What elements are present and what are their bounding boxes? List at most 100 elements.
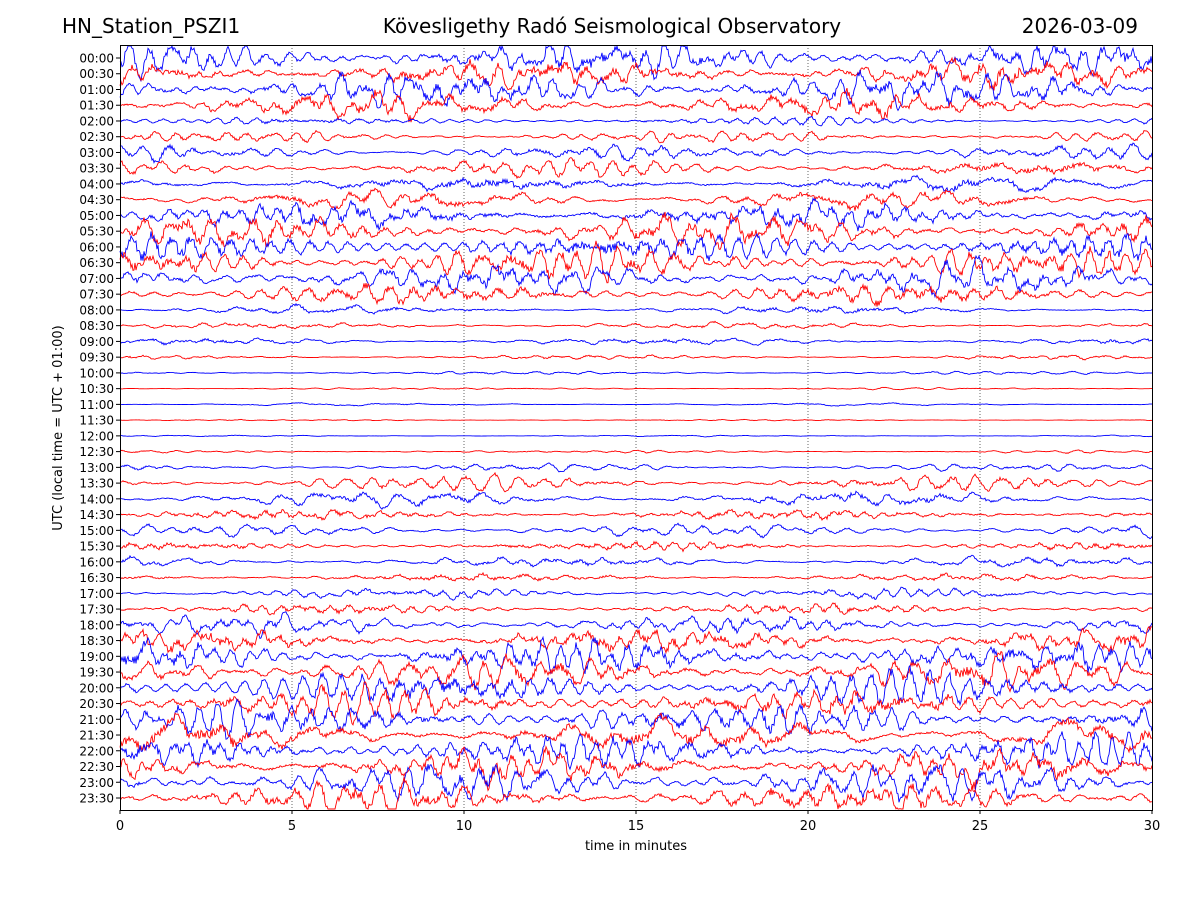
trace-1200	[119, 434, 1153, 438]
date-title: 2026-03-09	[1021, 14, 1138, 38]
trace-1500	[119, 522, 1153, 540]
y-tick-label: 12:30	[79, 445, 114, 459]
y-tick-label: 14:00	[79, 492, 114, 506]
trace-1530	[119, 540, 1153, 553]
y-tick-label: 19:00	[79, 650, 114, 664]
traces	[119, 44, 1153, 810]
y-tick-label: 04:00	[79, 177, 114, 191]
trace-1800	[119, 611, 1153, 640]
trace-0330	[119, 157, 1153, 180]
y-tick-label: 07:00	[79, 272, 114, 286]
y-tick-label: 22:00	[79, 744, 114, 758]
trace-2030	[119, 681, 1153, 726]
y-tick-label: 11:30	[79, 414, 114, 428]
trace-1830	[119, 625, 1153, 655]
y-tick-label: 20:00	[79, 681, 114, 695]
trace-0530	[119, 211, 1153, 251]
y-tick-label: 18:30	[79, 634, 114, 648]
y-tick-label: 16:30	[79, 571, 114, 585]
y-axis-label: UTC (local time = UTC + 01:00)	[51, 325, 66, 530]
trace-2100	[119, 697, 1153, 740]
trace-0200	[119, 115, 1153, 127]
y-tick-label: 09:00	[79, 335, 114, 349]
y-tick-label: 17:30	[79, 603, 114, 617]
y-tick-label: 06:00	[79, 240, 114, 254]
y-tick-label: 15:30	[79, 540, 114, 554]
y-tick-label: 05:30	[79, 225, 114, 239]
trace-1730	[119, 602, 1153, 616]
trace-0230	[119, 129, 1153, 144]
trace-0800	[120, 302, 1153, 315]
y-tick-label: 19:30	[79, 666, 114, 680]
trace-1000	[119, 370, 1153, 375]
trace-1230	[119, 449, 1153, 455]
trace-0630	[119, 240, 1153, 284]
y-tick-label: 17:00	[79, 587, 114, 601]
x-ticks: 0 5 10 15 20 25 30	[116, 810, 1160, 834]
y-tick-label: 08:30	[79, 319, 114, 333]
y-tick-label: 05:00	[79, 209, 114, 223]
y-tick-label: 06:30	[79, 256, 114, 270]
trace-1030	[119, 386, 1152, 391]
x-tick-label: 20	[800, 819, 817, 834]
y-tick-label: 01:00	[79, 83, 114, 97]
y-tick-label: 23:30	[79, 792, 114, 806]
y-tick-label: 21:30	[79, 729, 114, 743]
trace-2330	[120, 777, 1153, 810]
trace-1100	[120, 402, 1153, 407]
trace-1300	[119, 462, 1153, 473]
trace-0900	[119, 337, 1153, 347]
trace-1700	[119, 586, 1153, 601]
trace-0700	[119, 254, 1153, 299]
observatory-title: Kövesligethy Radó Seismological Observat…	[382, 14, 842, 38]
y-tick-label: 20:30	[79, 697, 114, 711]
y-tick-label: 07:30	[79, 288, 114, 302]
y-tick-label: 11:00	[79, 398, 114, 412]
trace-2200	[119, 730, 1153, 771]
y-tick-label: 18:00	[79, 618, 114, 632]
trace-1930	[119, 650, 1152, 693]
y-tick-label: 09:30	[79, 351, 114, 365]
trace-0130	[119, 87, 1153, 123]
plot-frame	[120, 45, 1153, 811]
x-tick-label: 15	[628, 819, 645, 834]
y-tick-label: 00:00	[79, 52, 114, 66]
trace-1900	[119, 635, 1153, 675]
trace-1330	[119, 471, 1153, 493]
y-tick-label: 13:30	[79, 477, 114, 491]
trace-1600	[120, 554, 1153, 568]
y-tick-label: 00:30	[79, 67, 114, 81]
trace-2300	[119, 763, 1153, 803]
y-tick-label: 13:00	[79, 461, 114, 475]
trace-1400	[119, 490, 1153, 510]
trace-0500	[119, 197, 1153, 232]
trace-0100	[119, 69, 1153, 112]
y-tick-label: 02:30	[79, 130, 114, 144]
x-tick-label: 0	[116, 819, 124, 834]
trace-2130	[119, 711, 1153, 754]
x-axis-label: time in minutes	[585, 839, 687, 854]
trace-1130	[119, 418, 1153, 422]
trace-1430	[119, 508, 1153, 521]
y-tick-label: 15:00	[79, 524, 114, 538]
trace-0830	[119, 320, 1153, 330]
trace-1630	[119, 571, 1153, 582]
trace-0600	[119, 231, 1153, 261]
x-tick-label: 30	[1144, 819, 1161, 834]
y-tick-label: 12:00	[79, 429, 114, 443]
trace-0430	[119, 187, 1153, 212]
y-tick-label: 16:00	[79, 555, 114, 569]
trace-2000	[119, 664, 1153, 707]
x-tick-label: 5	[288, 819, 296, 834]
trace-2230	[119, 745, 1153, 792]
trace-0030	[119, 56, 1153, 91]
y-tick-label: 14:30	[79, 508, 114, 522]
y-tick-label: 01:30	[79, 99, 114, 113]
y-tick-label: 22:30	[79, 760, 114, 774]
y-tick-label: 02:00	[79, 114, 114, 128]
y-tick-label: 03:00	[79, 146, 114, 160]
y-tick-label: 08:00	[79, 303, 114, 317]
y-tick-label: 04:30	[79, 193, 114, 207]
